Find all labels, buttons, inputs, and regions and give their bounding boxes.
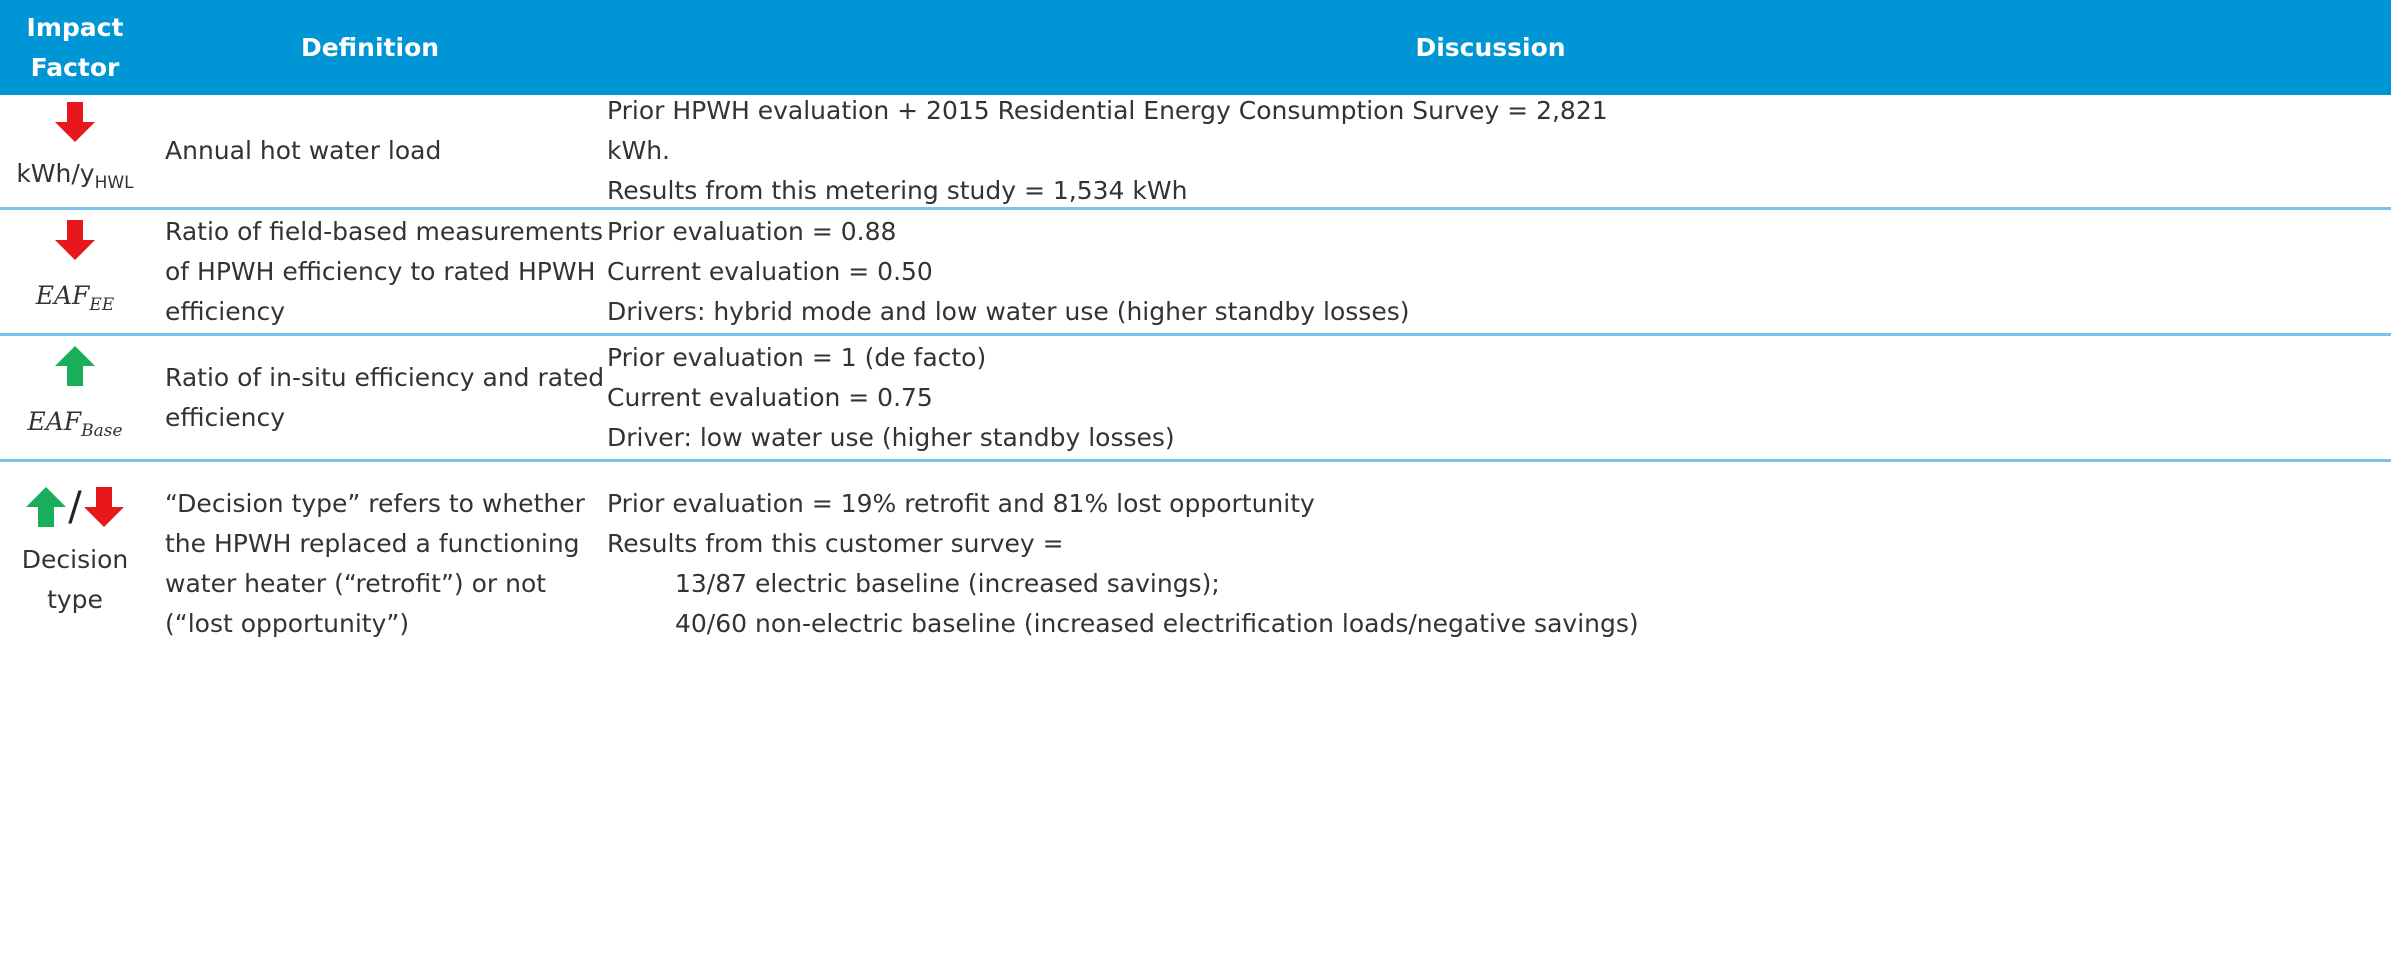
header-cell: Impact Factor — [0, 0, 150, 95]
table-row: kWh/yHWL Annual hot water load Prior HPW… — [0, 95, 2391, 210]
factor-sub: EE — [89, 295, 115, 315]
text-line: Current evaluation = 0.75 — [607, 382, 933, 412]
text-line: efficiency — [165, 402, 286, 432]
definition-cell: Ratio of in-situ efficiency and rated eff… — [150, 336, 605, 459]
text-line: of HPWH efficiency to rated HPWH — [165, 256, 596, 286]
text-line: the HPWH replaced a functioning — [165, 529, 580, 558]
text-line: Ratio of field-based measurements — [165, 216, 603, 246]
factor-label: type — [47, 585, 103, 614]
definition-cell: Ratio of field-based measurements of HPWH… — [150, 210, 603, 333]
text-line: Prior evaluation = 19% retrofit and 81% … — [607, 489, 1315, 518]
definition-cell: “Decision type” refers to whether the HPW… — [150, 484, 590, 644]
text-line: (“lost opportunity”) — [165, 609, 410, 638]
table-row: EAFEE Ratio of field-based measurements o… — [0, 210, 2391, 336]
factor-label: EAFEE — [36, 276, 114, 325]
header-text: Impact Factor — [26, 12, 124, 82]
header-text: Discussion — [1415, 32, 1566, 62]
factor-label: EAFBase — [27, 402, 122, 451]
factor-label: Decision — [21, 545, 129, 574]
text-line: Driver: low water use (higher standby lo… — [607, 422, 1175, 452]
discussion-cell: Prior evaluation = 1 (de facto) Current e… — [590, 336, 2391, 459]
text-line: kWh. — [607, 136, 670, 165]
text-line: Prior evaluation = 0.88 — [607, 216, 897, 246]
text-line: Prior HPWH evaluation + 2015 Residential… — [607, 96, 1608, 125]
factor-text: EAF — [35, 281, 90, 310]
header-row: Impact Factor Definition Discussion — [0, 0, 2391, 95]
discussion-cell: Prior evaluation = 0.88 Current evaluatio… — [590, 210, 2391, 333]
text-line: Ratio of in-situ efficiency and rated — [165, 362, 605, 392]
header-cell: Discussion — [590, 0, 2391, 95]
down-arrow — [55, 220, 95, 260]
up-arrow — [26, 487, 67, 527]
factor-text: kWh/y — [16, 158, 95, 188]
factor-cell: kWh/yHWL — [0, 95, 150, 207]
arrow-separator: / — [68, 484, 82, 530]
arrow-pair: / — [24, 484, 125, 530]
header-cell: Definition — [150, 0, 590, 95]
table-row: / Decision type “Decision type” refers t… — [0, 462, 2391, 976]
header-text: Definition — [300, 32, 440, 62]
definition-cell: Annual hot water load — [150, 95, 590, 207]
discussion-cell: Prior evaluation = 19% retrofit and 81% … — [590, 484, 2391, 644]
factor-label: kWh/yHWL — [16, 154, 133, 203]
text-line: Results from this metering study = 1,534… — [607, 176, 1188, 205]
factor-cell: EAFBase — [0, 336, 150, 459]
down-arrow — [55, 101, 95, 142]
factor-cell: EAFEE — [0, 210, 150, 333]
text-line: Drivers: hybrid mode and low water use (… — [607, 296, 1410, 326]
factor-cell: / Decision type — [0, 484, 150, 620]
text-line: 13/87 electric baseline (increased savin… — [675, 569, 1220, 598]
text-line: Results from this customer survey = — [607, 529, 1064, 558]
text-line: Annual hot water load — [165, 136, 442, 165]
down-arrow — [83, 487, 124, 527]
factor-text: EAF — [27, 407, 82, 436]
table-row: EAFBase Ratio of in-situ efficiency and … — [0, 336, 2391, 462]
factor-sub: HWL — [94, 172, 134, 193]
text-line: 40/60 non-electric baseline (increased e… — [675, 609, 1639, 638]
text-line: Current evaluation = 0.50 — [607, 256, 933, 286]
text-line: water heater (“retrofit”) or not — [165, 569, 547, 598]
text-line: Prior evaluation = 1 (de facto) — [607, 342, 987, 372]
text-line: efficiency — [165, 296, 286, 326]
factor-sub: Base — [81, 421, 123, 441]
discussion-cell: Prior HPWH evaluation + 2015 Residential… — [590, 95, 2391, 207]
text-line: “Decision type” refers to whether — [165, 489, 585, 518]
up-arrow — [55, 346, 95, 386]
